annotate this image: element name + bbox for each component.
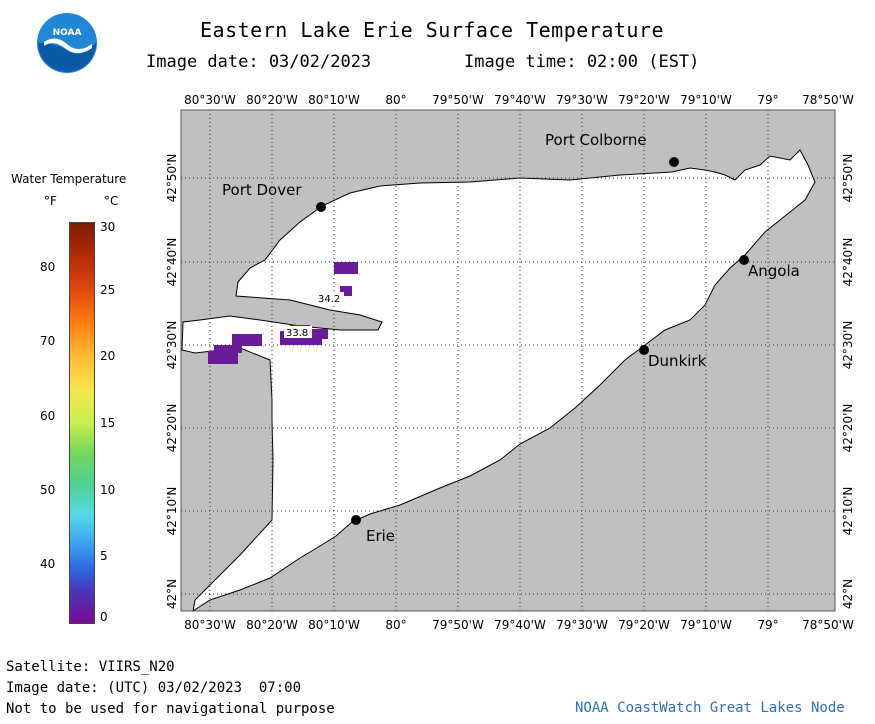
lon-label: 80°20'W bbox=[246, 93, 298, 107]
f-tick: 80 bbox=[40, 260, 56, 274]
place-port-dover: Port Dover bbox=[222, 181, 302, 199]
lat-label: 42°N bbox=[841, 579, 855, 609]
place-angola: Angola bbox=[748, 262, 800, 280]
c-tick: 10 bbox=[100, 483, 116, 497]
lat-label: 42°30'N bbox=[165, 321, 179, 370]
lon-label: 78°50'W bbox=[802, 618, 854, 632]
utc-date-label: Image date: (UTC) 03/02/2023 07:00 bbox=[6, 680, 302, 696]
c-tick: 0 bbox=[100, 610, 108, 624]
legend-title: Water Temperature bbox=[11, 172, 127, 186]
lat-label: 42°N bbox=[165, 579, 179, 609]
lon-label: 79°40'W bbox=[494, 618, 546, 632]
lon-label: 79°50'W bbox=[432, 618, 484, 632]
lon-label: 79° bbox=[757, 618, 778, 632]
page-title: Eastern Lake Erie Surface Temperature bbox=[200, 18, 665, 42]
c-tick: 15 bbox=[100, 416, 116, 430]
lon-label: 80°10'W bbox=[308, 93, 360, 107]
legend-unit-c: °C bbox=[104, 194, 119, 208]
f-tick: 70 bbox=[40, 334, 56, 348]
c-tick: 30 bbox=[100, 220, 116, 234]
f-tick: 50 bbox=[40, 483, 56, 497]
lat-label: 42°20'N bbox=[841, 404, 855, 453]
lat-label: 42°10'N bbox=[165, 487, 179, 536]
c-tick: 5 bbox=[100, 549, 108, 563]
disclaimer-label: Not to be used for navigational purpose bbox=[6, 701, 335, 717]
city-markers bbox=[316, 157, 749, 525]
lat-label: 42°50'N bbox=[165, 154, 179, 203]
f-tick: 40 bbox=[40, 557, 56, 571]
lat-label: 42°50'N bbox=[841, 154, 855, 203]
c-tick: 20 bbox=[100, 349, 116, 363]
lon-label: 79°50'W bbox=[432, 93, 484, 107]
reading-label: 34.2 bbox=[318, 294, 340, 305]
lat-label: 42°40'N bbox=[841, 238, 855, 287]
lon-label: 80°10'W bbox=[308, 618, 360, 632]
lat-label: 42°20'N bbox=[165, 404, 179, 453]
reading-label: 33.8 bbox=[286, 328, 308, 339]
image-date-label: Image date: 03/02/2023 bbox=[146, 52, 372, 72]
lon-label: 79°10'W bbox=[680, 618, 732, 632]
legend-unit-f: °F bbox=[44, 194, 57, 208]
lon-label: 79°30'W bbox=[556, 618, 608, 632]
logo-text: NOAA bbox=[53, 28, 82, 38]
lon-label: 80° bbox=[385, 618, 406, 632]
lon-label: 79°20'W bbox=[618, 618, 670, 632]
f-tick: 60 bbox=[40, 409, 56, 423]
lon-label: 79°30'W bbox=[556, 93, 608, 107]
lon-label: 79°20'W bbox=[618, 93, 670, 107]
place-dunkirk: Dunkirk bbox=[648, 352, 707, 370]
c-tick: 25 bbox=[100, 283, 116, 297]
image-time-label: Image time: 02:00 (EST) bbox=[464, 52, 700, 72]
lon-label: 80°30'W bbox=[184, 618, 236, 632]
lon-label: 79° bbox=[757, 93, 778, 107]
credit-label: NOAA CoastWatch Great Lakes Node bbox=[575, 700, 845, 716]
lon-label: 80°20'W bbox=[246, 618, 298, 632]
place-port-colborne: Port Colborne bbox=[545, 131, 647, 149]
lat-label: 42°40'N bbox=[165, 238, 179, 287]
lon-label: 78°50'W bbox=[802, 93, 854, 107]
lon-label: 79°40'W bbox=[494, 93, 546, 107]
lat-label: 42°10'N bbox=[841, 487, 855, 536]
color-scale-bar bbox=[69, 222, 95, 624]
lon-label: 80°30'W bbox=[184, 93, 236, 107]
lon-label: 80° bbox=[385, 93, 406, 107]
place-erie: Erie bbox=[366, 527, 395, 545]
lon-label: 79°10'W bbox=[680, 93, 732, 107]
noaa-logo: NOAA bbox=[36, 12, 98, 74]
lat-label: 42°30'N bbox=[841, 321, 855, 370]
satellite-label: Satellite: VIIRS_N20 bbox=[6, 659, 175, 675]
